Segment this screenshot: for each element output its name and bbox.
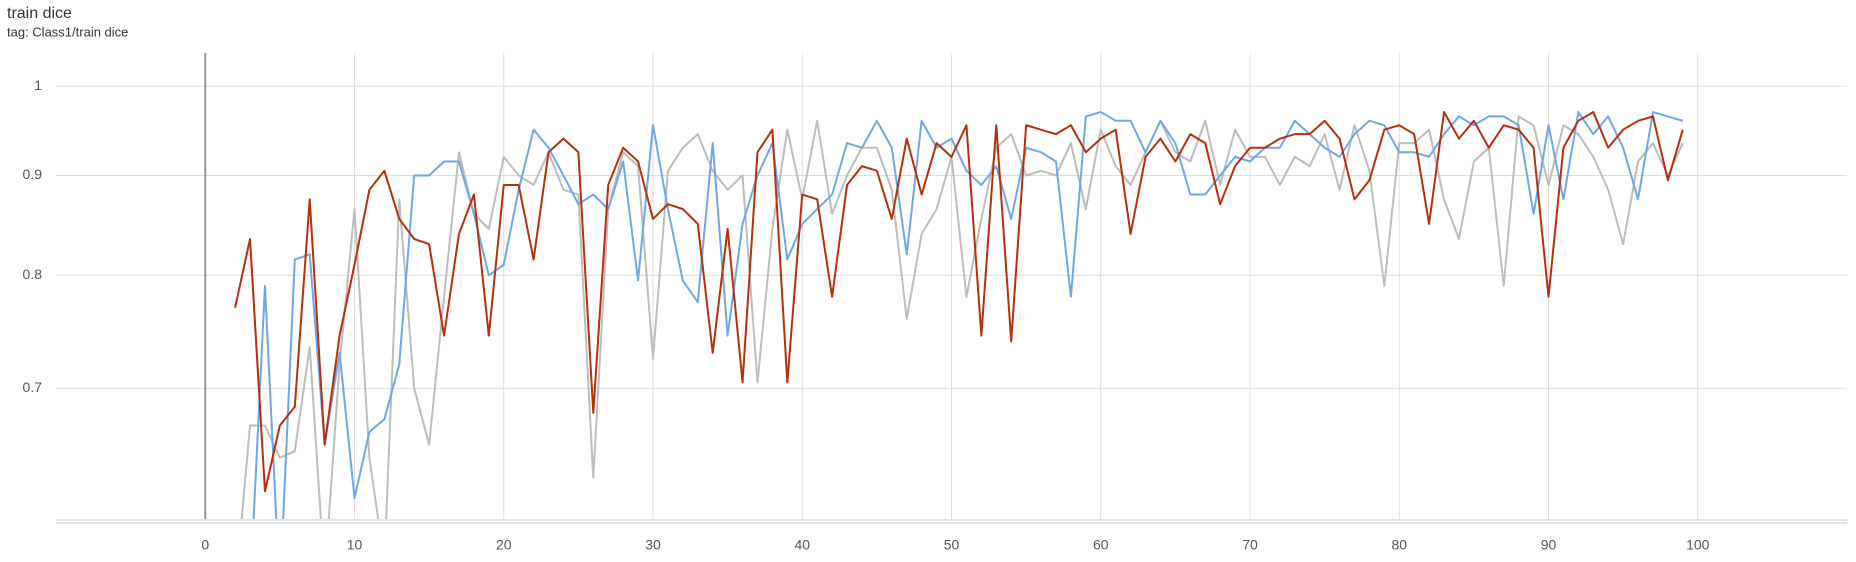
x-tick-label: 0 — [201, 537, 209, 553]
x-tick-label: 80 — [1391, 537, 1407, 553]
series-line — [252, 111, 1684, 519]
x-tick-label: 10 — [347, 537, 363, 553]
y-tick-label: 0.9 — [23, 166, 43, 182]
x-tick-label: 20 — [496, 537, 512, 553]
chart-title: train dice — [7, 5, 72, 22]
x-tick-label: 60 — [1093, 537, 1109, 553]
x-tick-label: 50 — [944, 537, 960, 553]
series-line — [234, 111, 1684, 493]
x-tick-label: 100 — [1686, 537, 1710, 553]
chart-subtitle: tag: Class1/train dice — [7, 24, 128, 39]
x-tick-label: 30 — [645, 537, 661, 553]
y-tick-label: 1 — [34, 77, 42, 93]
y-tick-label: 0.8 — [23, 266, 43, 282]
x-tick-label: 70 — [1242, 537, 1258, 553]
series-line — [240, 115, 1684, 519]
plot-area — [234, 111, 1684, 519]
y-tick-label: 0.7 — [23, 379, 43, 395]
x-tick-label: 90 — [1541, 537, 1557, 553]
x-tick-label: 40 — [794, 537, 810, 553]
grid — [56, 53, 1847, 524]
